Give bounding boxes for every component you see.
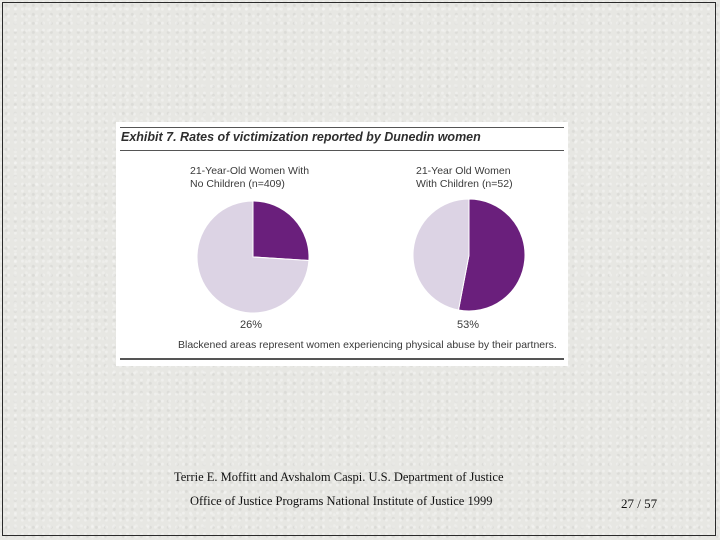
pie-1-value-label: 26% <box>240 319 263 331</box>
pie-slice-other-1 <box>196 200 310 314</box>
pie-2-label-line1: 21-Year Old Women <box>416 165 511 177</box>
page-total: / 57 <box>637 496 658 511</box>
pie-2-label-line2: With Children (n=52) <box>416 178 513 190</box>
top-rule <box>120 127 564 128</box>
bottom-rule <box>120 358 564 360</box>
pie-2-value-label: 53% <box>457 319 480 331</box>
chart-title: Exhibit 7. Rates of victimization report… <box>121 130 481 144</box>
exhibit-figure: Exhibit 7. Rates of victimization report… <box>116 122 568 366</box>
source-credit-line2: Office of Justice Programs National Inst… <box>190 494 493 508</box>
pie-1-label-line1: 21-Year-Old Women With <box>190 165 310 177</box>
pie-slice-abuse-1 <box>252 200 310 262</box>
pie-slice-other-2 <box>412 198 470 311</box>
title-rule <box>120 150 564 151</box>
page-current: 27 <box>621 496 634 511</box>
pie-slice-abuse-2 <box>457 198 526 312</box>
pie-chart-no-children <box>196 200 310 314</box>
source-credit-line1: Terrie E. Moffitt and Avshalom Caspi. U.… <box>174 470 504 484</box>
pie-chart-with-children <box>412 198 526 312</box>
page-number: 27 / 57 <box>621 496 657 512</box>
pie-2-label: 21-Year Old Women With Children (n=52) <box>416 165 513 191</box>
pie-1-label: 21-Year-Old Women With No Children (n=40… <box>190 165 309 191</box>
pie-1-label-line2: No Children (n=409) <box>190 178 285 190</box>
chart-note: Blackened areas represent women experien… <box>178 339 557 351</box>
